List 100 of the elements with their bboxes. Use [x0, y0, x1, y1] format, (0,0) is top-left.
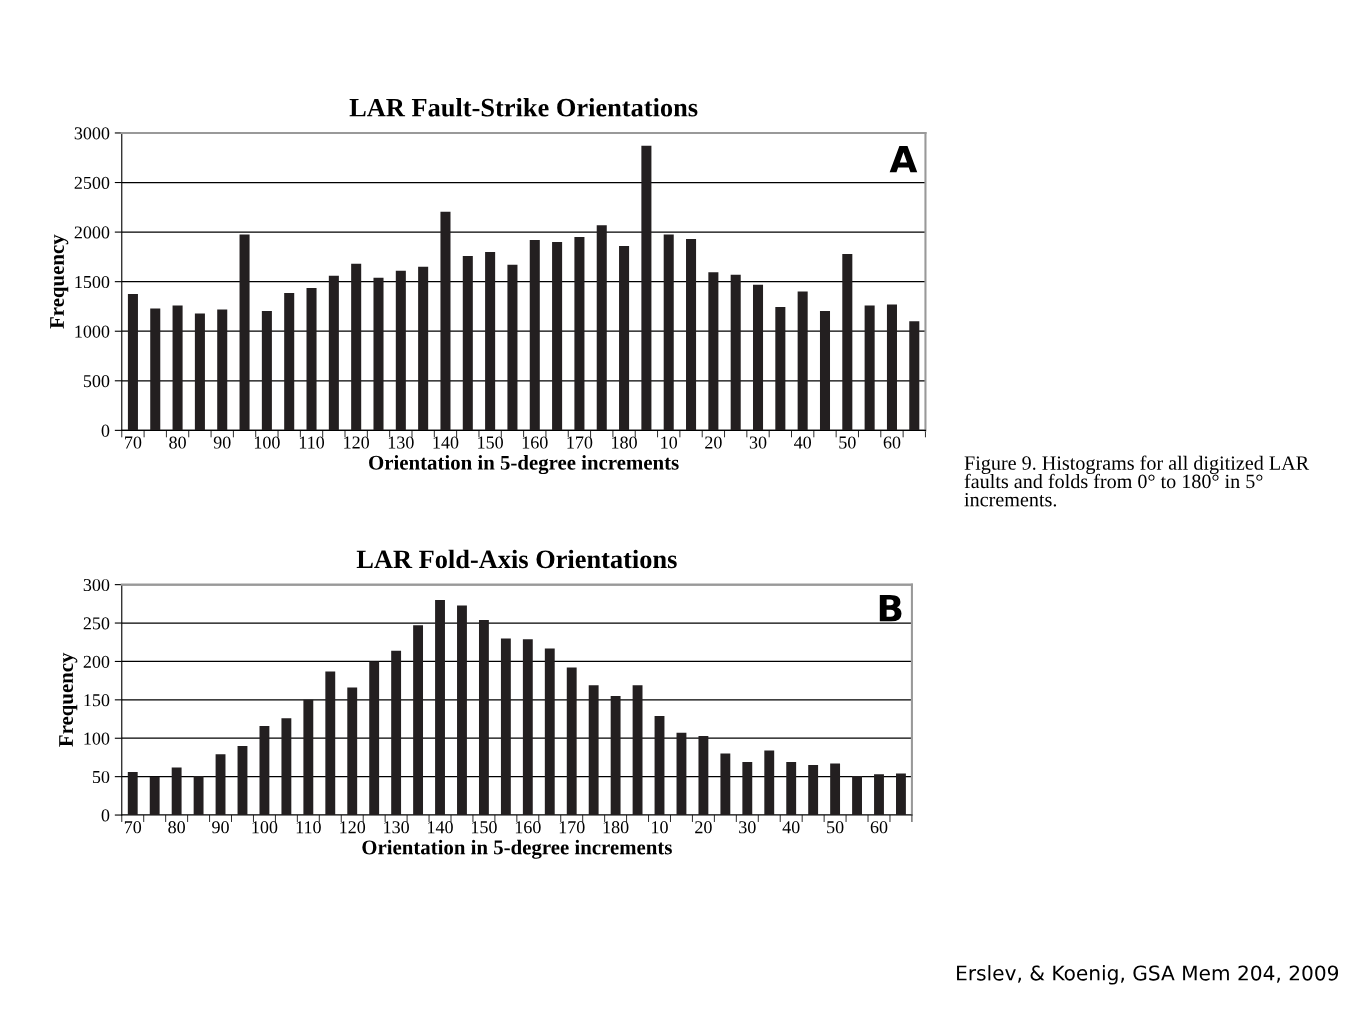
y-axis-title: Frequency [50, 234, 69, 329]
x-tick-label: 130 [388, 436, 414, 449]
x-tick-label: 160 [522, 436, 548, 449]
x-tick-label: 80 [169, 436, 186, 449]
x-tick-label: 90 [213, 436, 231, 449]
x-tick-label: 110 [299, 436, 325, 449]
bar [369, 661, 380, 816]
x-tick-label: 140 [433, 436, 459, 449]
bar [676, 732, 687, 816]
bar [786, 762, 797, 816]
bar [194, 313, 205, 431]
x-tick-label: 170 [559, 821, 585, 834]
bar [373, 277, 384, 431]
x-tick-label: 180 [603, 821, 629, 834]
x-tick-label: 80 [168, 821, 185, 834]
y-tick-label: 1500 [75, 275, 110, 289]
bar [215, 754, 226, 816]
y-tick-label: 300 [83, 578, 110, 592]
bar [552, 242, 563, 431]
chart-title: LAR Fold-Axis Orientations [356, 549, 677, 569]
y-tick-label: 150 [84, 694, 110, 707]
bar [686, 239, 697, 431]
bar [544, 648, 555, 816]
x-tick-label: 150 [471, 821, 497, 834]
x-tick-label: 30 [739, 821, 756, 834]
bar [500, 638, 511, 816]
bar [171, 767, 182, 816]
annotation: A [889, 145, 918, 173]
caption: Figure 9. Histograms for all digitized LAR faults and folds from 0° to 180° in 5° increments. [964, 455, 1310, 507]
bar [303, 699, 314, 816]
x-tick-label: 100 [252, 821, 278, 834]
bar [391, 650, 402, 816]
y-tick-label: 0 [101, 809, 110, 822]
bar [764, 750, 775, 816]
bar [347, 687, 358, 816]
annotation: B [879, 594, 902, 622]
bar [284, 293, 295, 431]
bar [720, 753, 731, 816]
bar [261, 310, 272, 431]
x-tick-label: 60 [870, 821, 888, 834]
bar [522, 639, 533, 816]
bar [351, 263, 362, 431]
x-tick-label: 70 [125, 436, 142, 449]
y-tick-label: 500 [83, 375, 110, 388]
bar [485, 251, 496, 431]
bar [886, 304, 897, 431]
bar [306, 288, 317, 431]
x-tick-label: 70 [124, 821, 142, 834]
bar [632, 685, 643, 816]
bar [808, 765, 819, 816]
bar [457, 605, 467, 816]
y-tick-label: 2000 [74, 226, 110, 239]
y-tick-label: 1000 [75, 325, 110, 338]
x-tick-label: 120 [340, 821, 366, 834]
bar [328, 275, 339, 431]
bar [193, 775, 204, 816]
bar [864, 305, 875, 431]
bar [259, 725, 270, 816]
bar [529, 240, 540, 431]
bar [909, 321, 920, 431]
y-axis-title: Frequency [59, 652, 78, 747]
bar [842, 253, 853, 431]
x-tick-label: 10 [652, 821, 668, 834]
x-tick-label: 160 [515, 821, 541, 834]
bar [413, 625, 424, 816]
bar [896, 773, 906, 816]
bar [596, 225, 607, 431]
x-tick-label: 90 [212, 821, 229, 834]
x-tick-label: 170 [567, 436, 593, 449]
bar [127, 772, 138, 816]
bar [588, 685, 599, 816]
x-tick-label: 50 [827, 821, 844, 834]
y-tick-label: 3000 [74, 127, 110, 140]
bar [641, 145, 652, 431]
bar [566, 667, 577, 816]
bar [830, 763, 841, 816]
y-tick-label: 0 [101, 424, 110, 437]
bar [418, 266, 429, 431]
x-tick-label: 120 [344, 436, 370, 449]
bar [127, 294, 138, 431]
bar [753, 284, 764, 431]
x-axis-title: Orientation in 5-degree increments [362, 839, 672, 859]
bar [325, 671, 336, 816]
bar [742, 762, 753, 816]
bar [462, 255, 473, 431]
y-tick-label: 200 [83, 655, 110, 668]
x-tick-label: 150 [478, 436, 503, 449]
bar [172, 305, 183, 431]
bar [149, 776, 160, 816]
bar [150, 308, 161, 431]
bar [797, 291, 808, 431]
x-tick-label: 20 [705, 436, 722, 449]
x-tick-label: 60 [883, 436, 901, 449]
bar [654, 715, 665, 816]
x-tick-label: 50 [839, 436, 856, 449]
y-tick-label: 50 [92, 770, 110, 784]
bar [663, 234, 674, 431]
bar [574, 237, 585, 431]
bar [730, 274, 741, 431]
x-tick-label: 40 [793, 436, 812, 449]
